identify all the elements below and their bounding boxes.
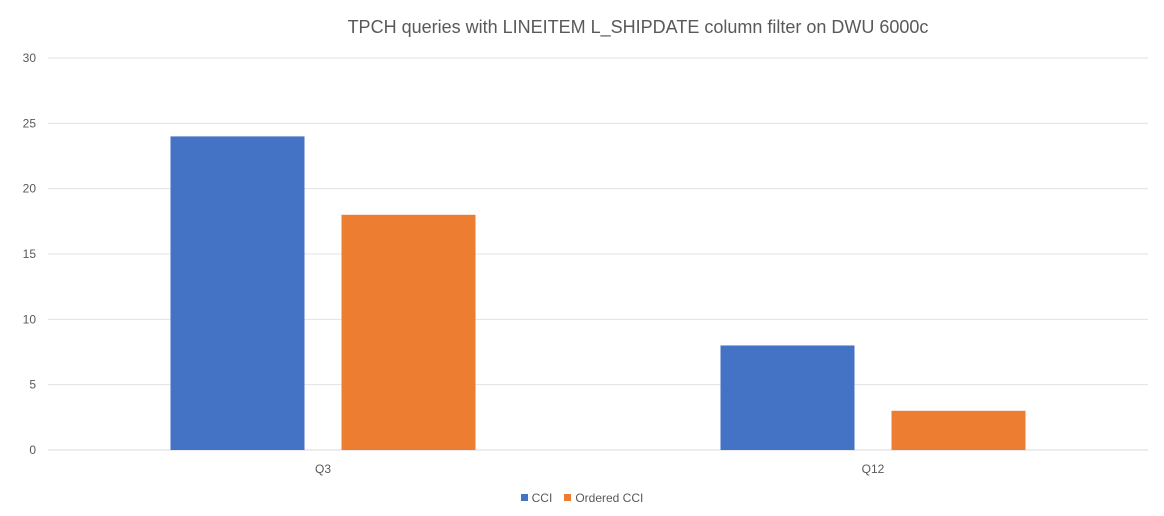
legend-item: Ordered CCI (564, 491, 643, 505)
bar-ordered-cci-q3 (341, 214, 476, 450)
y-tick-label: 0 (29, 443, 36, 457)
x-tick-label: Q12 (862, 462, 885, 476)
legend-label: Ordered CCI (575, 490, 644, 505)
chart-title: TPCH queries with LINEITEM L_SHIPDATE co… (347, 17, 929, 37)
y-tick-label: 20 (23, 182, 37, 196)
x-tick-label: Q3 (315, 462, 331, 476)
legend: CCI Ordered CCI (0, 490, 1164, 505)
legend-item: CCI (520, 490, 553, 505)
legend-label: CCI (531, 490, 553, 505)
y-tick-label: 10 (23, 312, 37, 326)
bar-ordered-cci-q12 (891, 410, 1026, 450)
y-tick-label: 25 (23, 116, 37, 130)
legend-swatch (564, 494, 572, 501)
y-tick-label: 15 (23, 247, 37, 261)
bar-cci-q3 (170, 136, 305, 450)
y-tick-label: 30 (23, 51, 37, 65)
legend-swatch (520, 494, 528, 501)
y-tick-label: 5 (29, 378, 36, 392)
bar-cci-q12 (720, 345, 855, 450)
